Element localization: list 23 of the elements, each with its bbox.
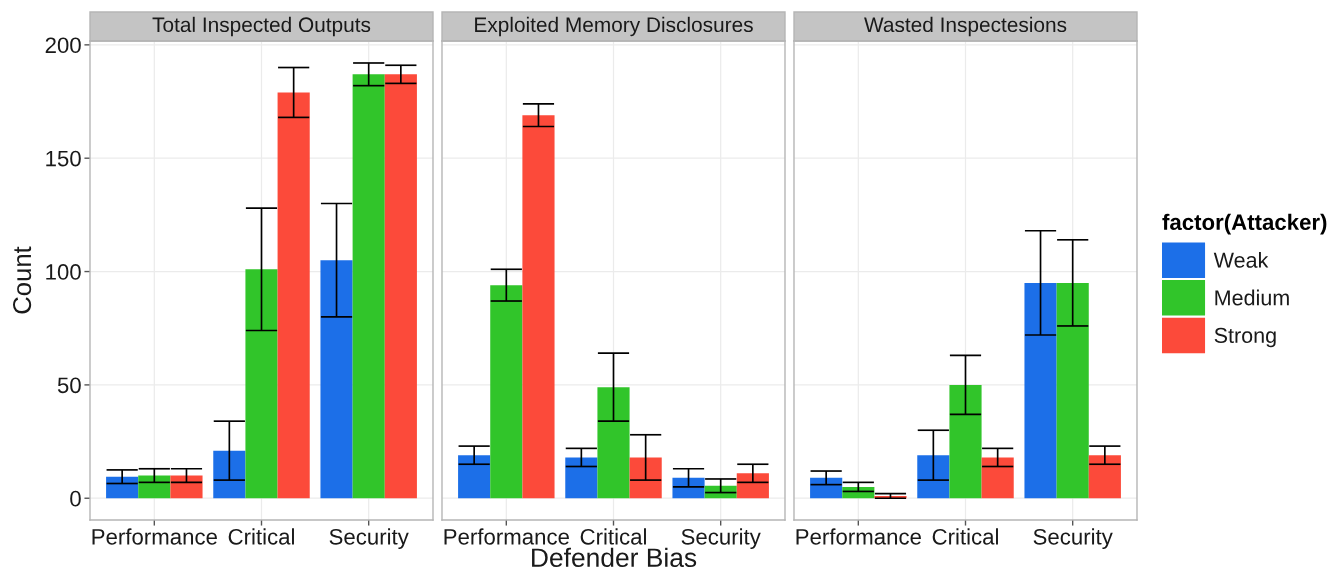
x-axis-title: Defender Bias — [532, 547, 697, 568]
y-tick-label: 200 — [45, 37, 81, 54]
y-tick-label: 100 — [46, 264, 81, 280]
x-tick-label: Critical — [932, 528, 998, 545]
chart-title: Wasted Inspectesions — [864, 16, 1067, 37]
x-tick-label: Performance — [796, 528, 921, 545]
chart-title: Exploited Memory Disclosures — [475, 16, 753, 37]
x-tick-label: Security — [681, 528, 761, 550]
chart-title: Total Inspected Outputs — [152, 16, 371, 37]
y-axis-title: Count — [12, 246, 32, 314]
legend-label: Strong — [1214, 327, 1276, 348]
x-tick-label: Critical — [580, 528, 646, 545]
legend-label: Weak — [1213, 251, 1269, 268]
legend-title: factor(Attacker) — [1162, 213, 1327, 235]
y-tick-label: 150 — [46, 150, 81, 167]
x-tick-label: Security — [329, 528, 409, 550]
x-tick-label: Performance — [92, 528, 217, 545]
x-tick-label: Performance — [444, 528, 569, 545]
y-tick-label: 0 — [70, 490, 81, 507]
x-tick-label: Security — [1033, 528, 1113, 550]
x-tick-label: Critical — [228, 528, 294, 545]
legend-label: Medium — [1215, 289, 1289, 306]
y-tick-label: 50 — [57, 377, 81, 394]
